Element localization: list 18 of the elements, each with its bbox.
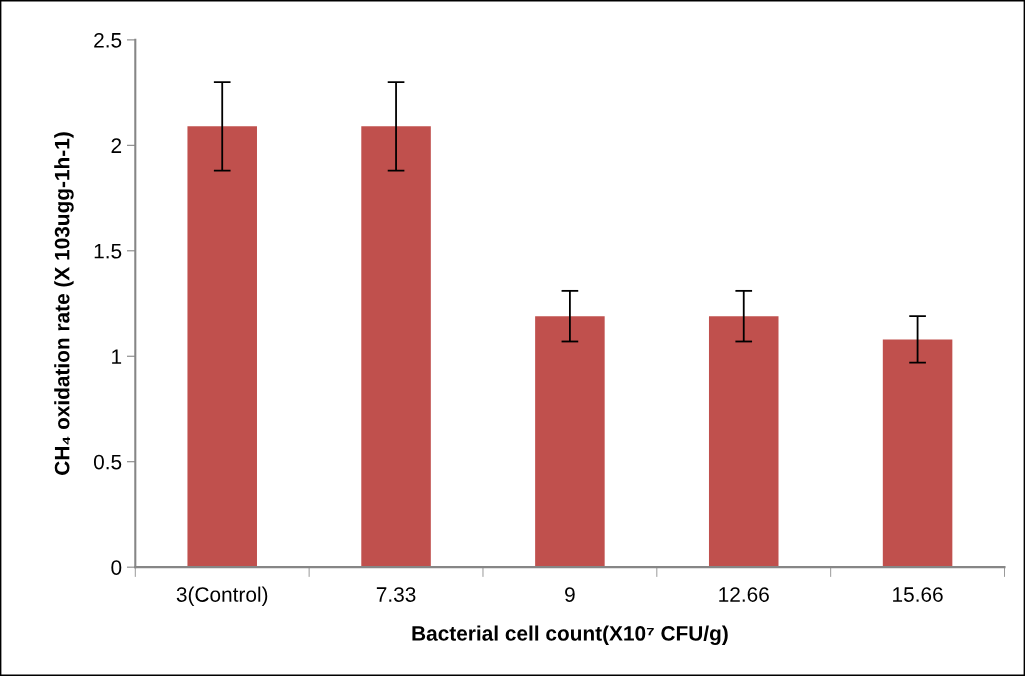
x-axis-title: Bacterial cell count(X10⁷ CFU/g) <box>412 625 728 645</box>
y-tick-label: 2.5 <box>94 32 122 48</box>
x-tick-label: 3(Control) <box>176 586 268 607</box>
y-tick-label: 2 <box>111 138 122 153</box>
y-tick-label: 1 <box>112 349 122 364</box>
bar <box>882 339 953 568</box>
x-tick-label: 9 <box>565 587 575 602</box>
x-tick-label: 7.33 <box>376 587 416 602</box>
bar <box>187 126 257 568</box>
bar <box>361 126 431 568</box>
bar <box>708 316 779 568</box>
y-tick-label: 0 <box>111 560 122 575</box>
x-tick-label: 15.66 <box>893 587 943 602</box>
bar <box>535 316 605 568</box>
y-tick-label: 1.5 <box>94 244 122 259</box>
y-axis-title: CH₄ oxidation rate (X 103ugg-1h-1) <box>54 132 74 475</box>
y-tick-label: 0.5 <box>93 454 122 470</box>
x-tick-label: 12.66 <box>719 587 769 602</box>
